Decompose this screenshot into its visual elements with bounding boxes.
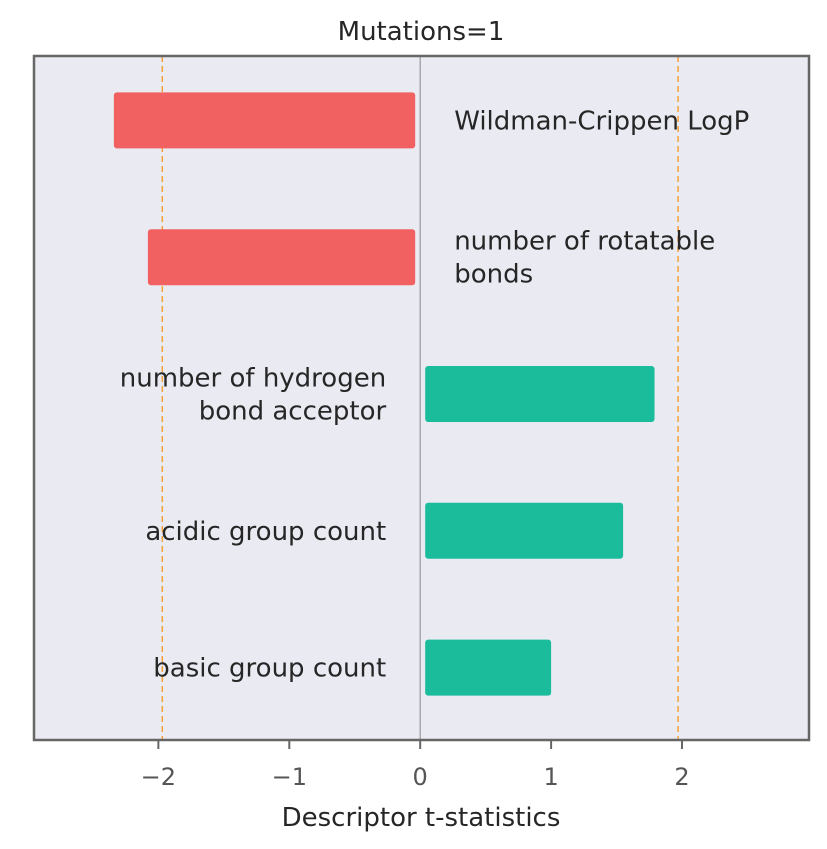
plot-area	[34, 56, 809, 740]
bar-2	[425, 366, 655, 422]
bar-label-1: number of rotatable bonds	[454, 227, 715, 290]
bar-label-4: basic group count	[153, 654, 386, 684]
x-tick-label-3: 1	[543, 763, 558, 791]
chart-title: Mutations=1	[338, 17, 505, 47]
bar-label-0: Wildman-Crippen LogP	[454, 106, 749, 136]
bars	[113, 92, 655, 696]
bar-labels: Wildman-Crippen LogP number of rotatable b…	[120, 106, 750, 683]
plot-frame	[32, 54, 811, 742]
x-axis-ticks: −2 −1 0 1 2	[141, 740, 690, 791]
bar-label-2: number of hydrogen bond acceptor	[120, 364, 387, 427]
reference-lines	[161, 56, 679, 740]
x-tick-label-1: −1	[272, 763, 307, 791]
bar-4	[425, 639, 552, 696]
bar-0	[113, 92, 416, 149]
x-tick-label-4: 2	[674, 763, 689, 791]
x-tick-label-2: 0	[413, 763, 428, 791]
bar-1	[147, 229, 416, 286]
bar-3	[425, 502, 624, 559]
x-tick-label-0: −2	[141, 763, 176, 791]
bar-label-3: acidic group count	[145, 517, 386, 547]
x-axis-label: Descriptor t-statistics	[282, 803, 561, 833]
